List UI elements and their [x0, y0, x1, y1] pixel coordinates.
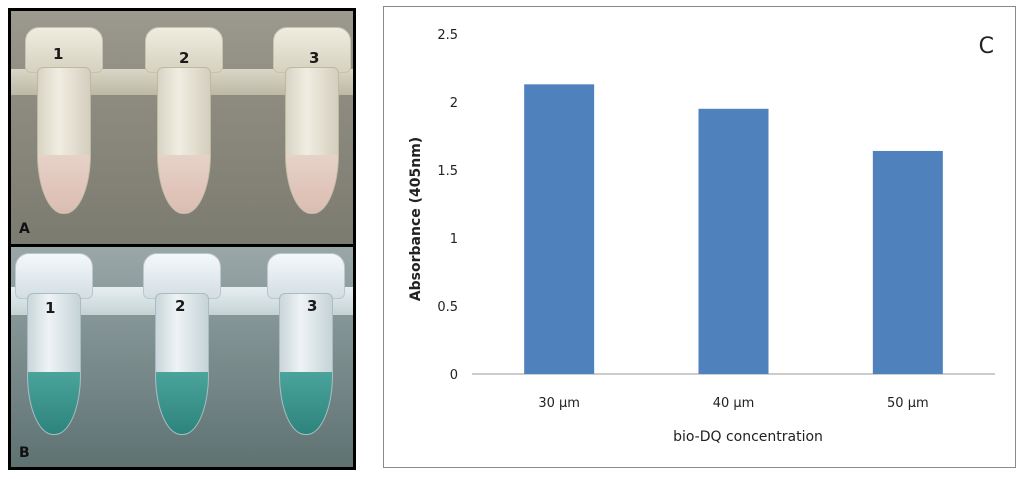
x-tick-label: 30 µm [538, 396, 580, 411]
chart-panel: C 0 0.5 1 1.5 2 2.5 30 µm 40 µm 50 µm bio-DQ co… [383, 6, 1016, 468]
photo-panel-b: 1 2 3 B [11, 247, 353, 467]
tube-number-3: 3 [307, 297, 318, 315]
y-tick-label: 1.5 [437, 164, 458, 179]
tube-body [155, 293, 209, 435]
photo-panel-a: 1 2 3 A [11, 11, 353, 244]
tube-number-2: 2 [179, 49, 190, 67]
y-tick-label: 2 [450, 96, 458, 111]
x-tick-label: 50 µm [887, 396, 929, 411]
tube-liquid [286, 155, 338, 213]
tube-liquid [156, 372, 208, 434]
tube-number-2: 2 [175, 297, 186, 315]
tube-body [27, 293, 81, 435]
x-axis-label: bio-DQ concentration [673, 429, 823, 445]
bar-chart: C 0 0.5 1 1.5 2 2.5 30 µm 40 µm 50 µm bio-DQ co… [408, 28, 995, 445]
bar [698, 108, 769, 375]
bar [872, 150, 943, 374]
panel-label-b: B [19, 445, 30, 461]
tube-body [157, 67, 211, 214]
photo-figure: 1 2 3 A 1 2 3 B [8, 8, 356, 470]
y-axis: 0 0.5 1 1.5 2 2.5 [437, 28, 458, 383]
tube-body [285, 67, 339, 214]
tube-liquid [280, 372, 332, 434]
x-axis: 30 µm 40 µm 50 µm [538, 396, 928, 411]
tube-cap [25, 27, 103, 73]
tube-number-3: 3 [309, 49, 320, 67]
tube-liquid [158, 155, 210, 213]
tube-cap [145, 27, 223, 73]
panel-label-c: C [979, 34, 994, 59]
tube-liquid [28, 372, 80, 434]
panel-label-a: A [19, 221, 30, 237]
y-tick-label: 2.5 [437, 28, 458, 43]
bars [524, 84, 943, 375]
y-axis-label: Absorbance (405nm) [408, 137, 424, 301]
bar [524, 84, 595, 374]
tube-body [37, 67, 91, 214]
y-tick-label: 0 [450, 368, 458, 383]
x-tick-label: 40 µm [713, 396, 755, 411]
y-tick-label: 0.5 [437, 300, 458, 315]
tube-liquid [38, 155, 90, 213]
tube-number-1: 1 [45, 299, 56, 317]
y-tick-label: 1 [450, 232, 458, 247]
tube-body [279, 293, 333, 435]
tube-number-1: 1 [53, 45, 64, 63]
